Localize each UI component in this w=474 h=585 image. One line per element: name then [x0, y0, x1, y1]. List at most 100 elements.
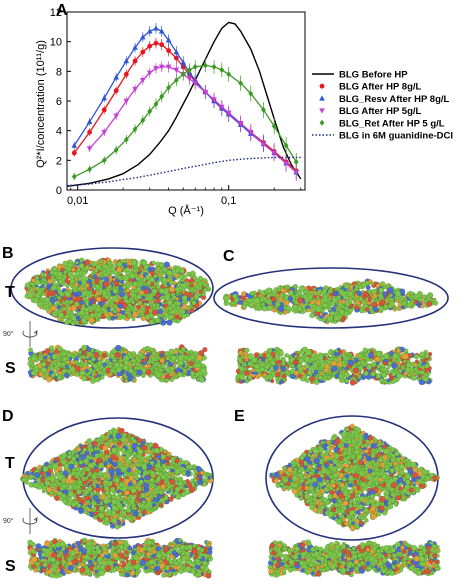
data-point [140, 49, 146, 55]
data-point [153, 40, 159, 46]
data-point [113, 146, 119, 153]
panel-label-b: B [2, 245, 14, 262]
view-label-side-b: S [5, 360, 16, 377]
data-point [261, 106, 266, 113]
data-point [165, 37, 172, 43]
panel-label-d: D [2, 408, 14, 425]
envelope-ellipse [213, 267, 449, 329]
y-tick-label: 0 [56, 185, 62, 197]
data-point [123, 98, 130, 104]
y-tick-label: 12 [50, 7, 62, 19]
atom-cluster [24, 257, 212, 326]
data-point [202, 89, 209, 96]
data-point [153, 66, 159, 72]
data-point [173, 77, 179, 84]
legend-label: BLG in 6M guanidine-DCl [339, 131, 453, 142]
data-point [147, 108, 153, 115]
data-point [238, 80, 244, 87]
y-tick-label: 4 [56, 126, 62, 138]
data-point [71, 150, 77, 156]
data-point [101, 107, 107, 113]
y-axis-label: Q²*I/concentration (10¹¹/g) [35, 40, 47, 168]
data-point [132, 86, 138, 93]
y-tick-label: 6 [56, 96, 62, 108]
data-point [159, 93, 165, 100]
rotation-label-b: 90° [3, 331, 14, 338]
data-point [146, 28, 153, 34]
series-line [89, 66, 297, 173]
data-point [166, 48, 171, 53]
legend-item: BLG Before HP [312, 70, 408, 81]
legend-label: BLG_Ret After HP 5 g/L [339, 118, 445, 129]
data-point [218, 104, 225, 110]
legend-item: BLG in 6M guanidine-DCl [312, 131, 453, 142]
data-point [101, 129, 108, 136]
data-point [211, 97, 217, 103]
data-point [158, 28, 165, 34]
data-point [71, 173, 77, 180]
data-point [132, 44, 138, 50]
data-point [113, 74, 120, 80]
data-point [146, 70, 153, 76]
y-tick-label: 8 [56, 66, 62, 78]
data-point [132, 126, 138, 133]
data-point [173, 49, 180, 55]
data-point [283, 161, 289, 167]
atom-cluster [20, 426, 214, 530]
data-point [87, 129, 93, 135]
data-point [192, 81, 198, 87]
data-point [158, 64, 165, 70]
data-point [271, 150, 277, 156]
data-point [71, 142, 78, 148]
atom-cluster [222, 278, 439, 325]
legend-label: BLG After HP 5g/L [339, 106, 422, 117]
legend-item: BLG_Resv After HP 8g/L [319, 94, 450, 105]
data-point [293, 158, 299, 165]
legend-label: BLG_Resv After HP 8g/L [339, 94, 450, 105]
data-point [86, 146, 93, 152]
data-point [113, 88, 119, 94]
data-point [101, 157, 107, 164]
data-point [153, 100, 159, 107]
data-point [166, 84, 171, 91]
data-point [123, 57, 130, 64]
data-point [192, 63, 198, 70]
model-d-top [20, 417, 214, 539]
panel-label-e: E [234, 408, 245, 425]
y-tick-label: 2 [56, 155, 62, 167]
data-point [319, 95, 325, 101]
data-point [219, 66, 225, 73]
panel-label-c: C [223, 248, 235, 265]
data-point [132, 58, 138, 64]
data-point [319, 108, 325, 114]
x-axis-label: Q (Å⁻¹) [168, 204, 204, 217]
atom-cluster [27, 344, 208, 384]
data-point [123, 71, 129, 77]
model-c-top [213, 267, 449, 329]
atom-cluster [267, 539, 441, 578]
panel-label-a: A [56, 2, 68, 19]
data-point [173, 67, 180, 73]
data-point [271, 123, 277, 130]
atom-cluster [235, 346, 433, 386]
data-point [153, 25, 159, 31]
data-point [202, 62, 208, 69]
legend-item: BLG_Ret After HP 5 g/L [319, 118, 445, 129]
legend-item: BLG After HP 5g/L [319, 106, 422, 117]
data-point [260, 141, 267, 148]
series-4 [86, 61, 300, 181]
series-line [66, 156, 301, 187]
data-point [186, 76, 193, 82]
model-b-top [10, 247, 214, 329]
data-point [140, 117, 146, 124]
model-e-side [267, 539, 441, 578]
view-label-top-d: T [5, 455, 15, 472]
legend-label: BLG After HP 8g/L [339, 82, 422, 93]
data-point [165, 64, 172, 70]
series-6 [66, 156, 301, 187]
data-point [140, 34, 146, 40]
data-point [247, 129, 254, 136]
